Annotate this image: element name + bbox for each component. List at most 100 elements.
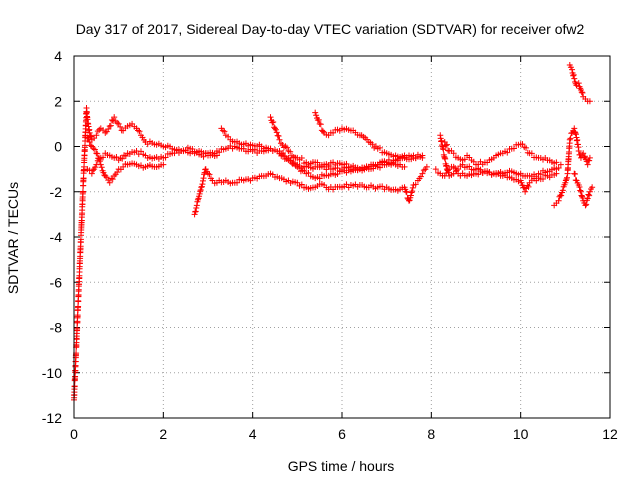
data-point — [283, 144, 290, 151]
data-point — [381, 159, 388, 166]
data-point — [584, 161, 591, 168]
data-point — [219, 127, 226, 134]
data-point — [515, 141, 522, 148]
data-point — [327, 159, 334, 166]
data-point — [140, 137, 147, 144]
data-point — [109, 176, 116, 183]
data-point — [87, 142, 94, 149]
data-point — [443, 170, 450, 177]
x-tick-label: 12 — [602, 426, 618, 442]
data-point — [229, 145, 236, 152]
data-point — [84, 134, 91, 141]
x-tick-label: 2 — [159, 426, 167, 442]
data-point — [192, 208, 199, 215]
data-point — [292, 162, 299, 169]
data-point — [408, 156, 415, 163]
data-point — [309, 165, 316, 172]
data-point — [103, 128, 110, 135]
data-point — [118, 127, 125, 134]
data-point — [225, 133, 232, 140]
data-point — [238, 141, 245, 148]
data-point — [453, 167, 460, 174]
data-point — [158, 153, 165, 160]
data-point — [119, 155, 126, 162]
data-point — [567, 135, 574, 142]
data-point — [577, 188, 584, 195]
data-point — [439, 142, 446, 149]
data-point — [316, 175, 323, 182]
data-point — [301, 184, 308, 191]
data-point — [283, 178, 290, 185]
data-point — [435, 169, 442, 176]
data-point — [399, 153, 406, 160]
data-point — [567, 64, 574, 71]
data-point — [327, 165, 334, 172]
data-point — [272, 126, 279, 133]
data-point — [91, 146, 98, 153]
data-point — [466, 154, 473, 161]
data-point — [108, 117, 115, 124]
data-point — [272, 125, 278, 132]
y-tick-label: -6 — [50, 274, 63, 290]
data-point — [140, 151, 147, 158]
data-point — [528, 150, 535, 157]
data-point — [555, 165, 562, 172]
y-tick-label: 0 — [54, 139, 62, 155]
data-point — [417, 153, 424, 160]
data-point — [444, 167, 451, 174]
data-point — [89, 167, 96, 174]
data-point — [114, 169, 121, 176]
data-point — [149, 163, 156, 170]
data-point — [343, 181, 350, 188]
data-point — [381, 149, 388, 156]
x-tick-label: 10 — [513, 426, 529, 442]
data-point — [270, 119, 277, 126]
data-point — [309, 184, 316, 191]
data-point — [570, 71, 577, 78]
data-point — [211, 180, 218, 187]
data-point — [571, 75, 578, 82]
data-point — [586, 188, 593, 195]
data-point — [194, 196, 201, 203]
data-point — [107, 122, 114, 129]
data-point — [336, 127, 343, 134]
data-point — [510, 145, 517, 152]
data-point — [276, 136, 283, 143]
data-point — [91, 135, 98, 142]
data-point — [572, 171, 579, 178]
data-point — [158, 161, 165, 168]
data-point — [100, 154, 107, 161]
data-point — [292, 179, 299, 186]
data-point — [315, 116, 322, 123]
y-tick-label: -8 — [50, 320, 63, 336]
data-point — [440, 146, 447, 153]
data-point — [442, 142, 449, 149]
data-point — [563, 176, 570, 183]
data-point — [203, 168, 210, 175]
data-point — [312, 109, 319, 116]
data-point — [479, 161, 486, 168]
data-point — [122, 124, 129, 131]
data-point — [524, 182, 531, 189]
data-point — [139, 134, 146, 141]
data-point — [318, 162, 325, 169]
data-point — [113, 153, 120, 160]
data-point — [523, 144, 530, 151]
data-point — [364, 136, 371, 143]
data-point — [117, 123, 124, 130]
x-tick-label: 0 — [70, 426, 78, 442]
data-point — [345, 126, 352, 133]
data-point — [184, 144, 191, 151]
data-point — [196, 190, 203, 197]
data-point — [86, 126, 93, 133]
data-point — [313, 112, 320, 119]
data-point — [211, 150, 218, 157]
data-point — [515, 178, 522, 185]
data-point — [298, 155, 305, 162]
data-point — [372, 162, 379, 169]
data-point — [327, 129, 334, 136]
data-point — [376, 144, 383, 151]
y-tick-label: 4 — [54, 48, 62, 64]
